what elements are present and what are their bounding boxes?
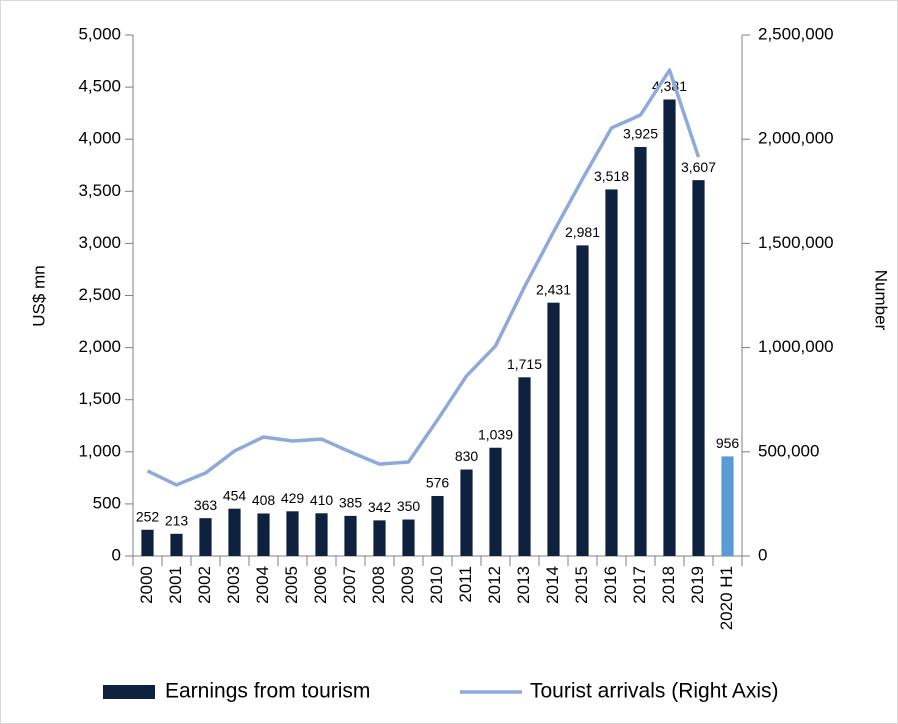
legend-swatch: [103, 685, 155, 699]
y-tick-label: 3,500: [78, 181, 121, 200]
y-tick-label: 5,000: [78, 24, 121, 43]
x-tick-label: 2012: [485, 566, 504, 604]
bar: [257, 513, 270, 556]
data-label: 956: [716, 435, 740, 451]
x-tick-label: 2018: [659, 566, 678, 604]
data-label: 830: [455, 448, 479, 464]
x-tick-label: 2008: [369, 566, 388, 604]
y-tick-label: 4,500: [78, 77, 121, 96]
y-tick-label: 2,000: [78, 337, 121, 356]
data-label: 252: [136, 508, 160, 524]
data-label: 342: [368, 499, 392, 515]
data-label: 213: [165, 513, 189, 529]
line: [146, 68, 701, 487]
x-tick-label: 2019: [688, 566, 707, 604]
x-tick-label: 2005: [282, 566, 301, 604]
bar: [344, 515, 357, 556]
y2-tick-label: 1,000,000: [758, 337, 834, 356]
x-tick-label: 2003: [224, 566, 243, 604]
y2-tick-label: 2,500,000: [758, 24, 834, 43]
bar: [489, 447, 502, 556]
data-label: 408: [252, 492, 276, 508]
x-tick-label: 2016: [601, 566, 620, 604]
bar: [431, 495, 444, 556]
bar: [228, 508, 241, 556]
bar: [373, 520, 386, 556]
bar: [315, 513, 328, 556]
y-tick-label: 500: [93, 493, 121, 512]
x-tick-label: 2006: [311, 566, 330, 604]
data-label: 3,925: [623, 126, 658, 142]
x-tick-label: 2011: [456, 566, 475, 603]
data-label: 576: [426, 475, 450, 491]
x-tick-label: 2015: [572, 566, 591, 604]
x-tick-label: 2014: [543, 566, 562, 604]
data-label: 3,607: [681, 159, 716, 175]
bar: [170, 533, 183, 556]
bar: [721, 456, 734, 556]
legend-label: Tourist arrivals (Right Axis): [530, 680, 779, 703]
x-tick-label: 2002: [195, 566, 214, 604]
x-tick-label: 2004: [253, 566, 272, 604]
y2-tick-label: 0: [758, 545, 767, 564]
bar: [460, 469, 473, 556]
y2-axis-label: Number: [872, 270, 891, 331]
y2-tick-label: 2,000,000: [758, 129, 834, 148]
y-tick-label: 4,000: [78, 129, 121, 148]
x-tick-label: 2009: [398, 566, 417, 604]
y-axis-label: US$ mn: [29, 265, 48, 326]
data-label: 3,518: [594, 168, 629, 184]
bar: [634, 147, 647, 556]
bar: [692, 180, 705, 556]
x-tick-label: 2001: [166, 566, 185, 604]
x-tick-label: 2017: [630, 566, 649, 604]
data-label: 410: [310, 492, 334, 508]
bar: [402, 519, 415, 556]
y2-tick-label: 1,500,000: [758, 233, 834, 252]
x-tick-label: 2000: [137, 566, 156, 604]
bar: [199, 518, 212, 556]
bar: [605, 189, 618, 557]
data-label: 1,039: [478, 426, 513, 442]
legend-label: Earnings from tourism: [165, 680, 370, 703]
data-label: 429: [281, 490, 305, 506]
y-tick-label: 0: [112, 545, 121, 564]
bar: [547, 302, 560, 556]
data-label: 454: [223, 487, 247, 503]
y2-tick-label: 500,000: [758, 441, 819, 460]
data-label: 385: [339, 495, 363, 511]
data-label: 1,715: [507, 356, 542, 372]
x-tick-label: 2007: [340, 566, 359, 604]
data-label: 363: [194, 497, 218, 513]
x-tick-label: 2010: [427, 566, 446, 604]
y-tick-label: 1,000: [78, 441, 121, 460]
x-tick-label: 2020 H1: [717, 566, 736, 630]
bar: [663, 99, 676, 556]
bar: [518, 377, 531, 556]
data-label: 350: [397, 498, 421, 514]
bar: [286, 511, 299, 556]
data-label: 2,981: [565, 224, 600, 240]
y-tick-label: 3,000: [78, 233, 121, 252]
bar: [576, 245, 589, 556]
bar: [141, 529, 154, 556]
data-label: 2,431: [536, 281, 571, 297]
y-tick-label: 2,500: [78, 285, 121, 304]
y-tick-label: 1,500: [78, 389, 121, 408]
x-tick-label: 2013: [514, 566, 533, 604]
